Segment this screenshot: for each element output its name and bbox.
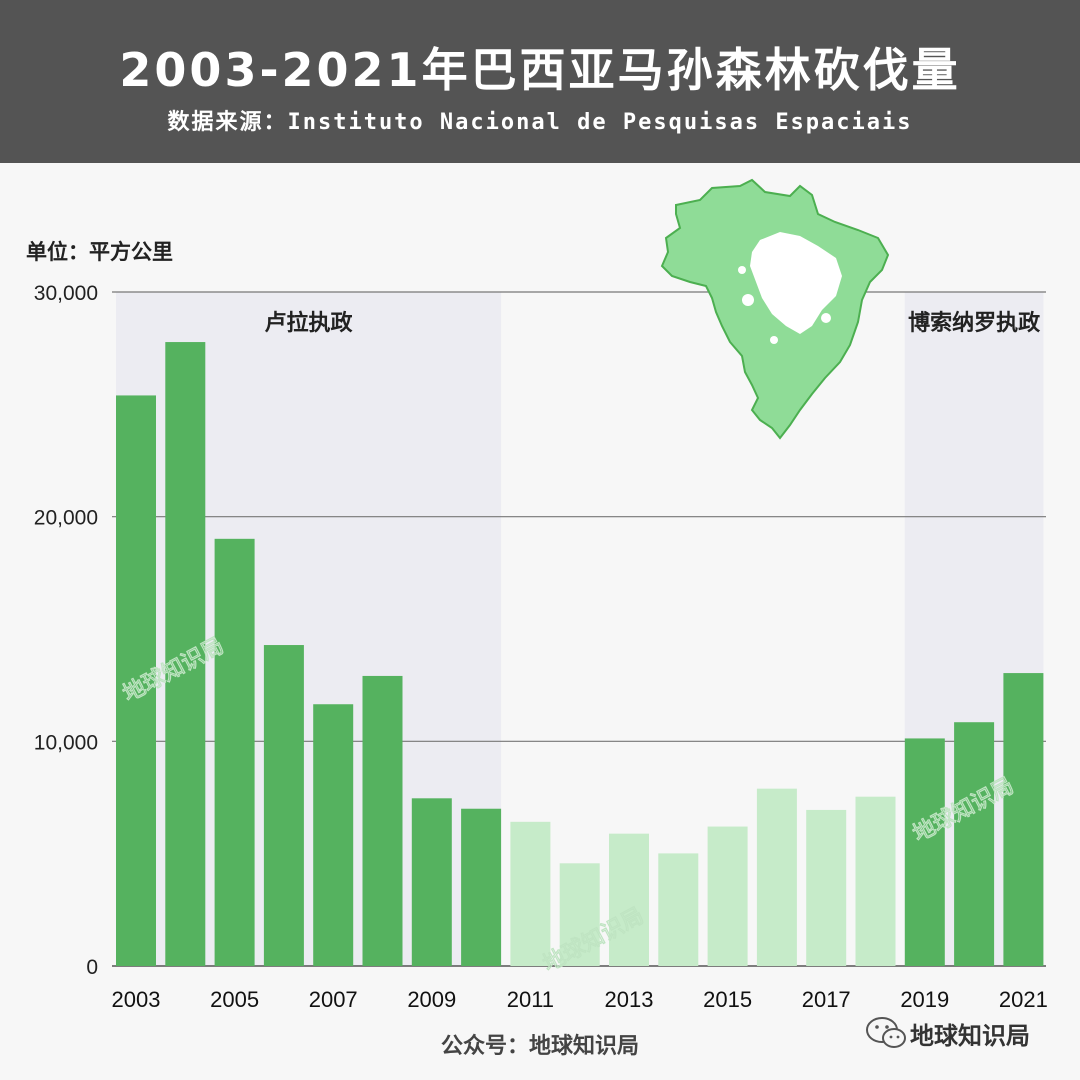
bar-2015 bbox=[707, 826, 748, 966]
x-tick-label: 2011 bbox=[507, 987, 554, 1012]
y-tick-label: 30,000 bbox=[34, 282, 98, 305]
header-banner: 2003-2021年巴西亚马孙森林砍伐量 数据来源：Instituto Naci… bbox=[0, 0, 1080, 163]
x-tick-label: 2017 bbox=[802, 987, 851, 1012]
bar-2008 bbox=[362, 675, 403, 966]
bar-2006 bbox=[263, 645, 304, 966]
x-tick-label: 2021 bbox=[999, 987, 1048, 1012]
bar-2003 bbox=[116, 395, 156, 966]
bar-2017 bbox=[806, 809, 847, 966]
wechat-account-label: 地球知识局 bbox=[910, 1022, 1030, 1050]
bar-2014 bbox=[658, 853, 699, 966]
chart-title: 2003-2021年巴西亚马孙森林砍伐量 bbox=[119, 43, 961, 97]
y-tick-label: 20,000 bbox=[34, 507, 98, 530]
annotation-label: 博索纳罗执政 bbox=[908, 310, 1041, 336]
bar-2018 bbox=[855, 796, 896, 966]
x-tick-label: 2005 bbox=[210, 987, 259, 1012]
bar-2009 bbox=[411, 798, 452, 966]
bar-2016 bbox=[756, 788, 797, 966]
bar-2007 bbox=[313, 704, 354, 966]
bar-2005 bbox=[214, 538, 255, 966]
chart-subtitle: 数据来源：Instituto Nacional de Pesquisas Esp… bbox=[167, 110, 913, 135]
x-tick-label: 2007 bbox=[309, 987, 358, 1012]
y-tick-label: 0 bbox=[86, 956, 98, 979]
annotation-label: 卢拉执政 bbox=[265, 310, 354, 336]
bar-2020 bbox=[954, 722, 995, 966]
x-tick-label: 2009 bbox=[407, 987, 456, 1012]
wechat-logo-icon bbox=[866, 1017, 906, 1048]
brazil-map-icon bbox=[660, 178, 890, 440]
x-tick-label: 2003 bbox=[112, 987, 161, 1012]
footer-credit: 公众号：地球知识局 bbox=[440, 1034, 639, 1059]
x-tick-label: 2015 bbox=[703, 987, 752, 1012]
bar-2013 bbox=[609, 833, 649, 966]
bar-2021 bbox=[1003, 673, 1044, 966]
bar-2011 bbox=[510, 821, 551, 966]
unit-label: 单位：平方公里 bbox=[26, 240, 173, 264]
x-tick-label: 2013 bbox=[605, 987, 654, 1012]
y-tick-label: 10,000 bbox=[34, 731, 98, 754]
bar-2004 bbox=[165, 342, 206, 966]
bar-2019 bbox=[904, 738, 945, 966]
bar-2012 bbox=[559, 863, 600, 966]
x-tick-label: 2019 bbox=[900, 987, 949, 1012]
bar-2010 bbox=[461, 808, 502, 966]
